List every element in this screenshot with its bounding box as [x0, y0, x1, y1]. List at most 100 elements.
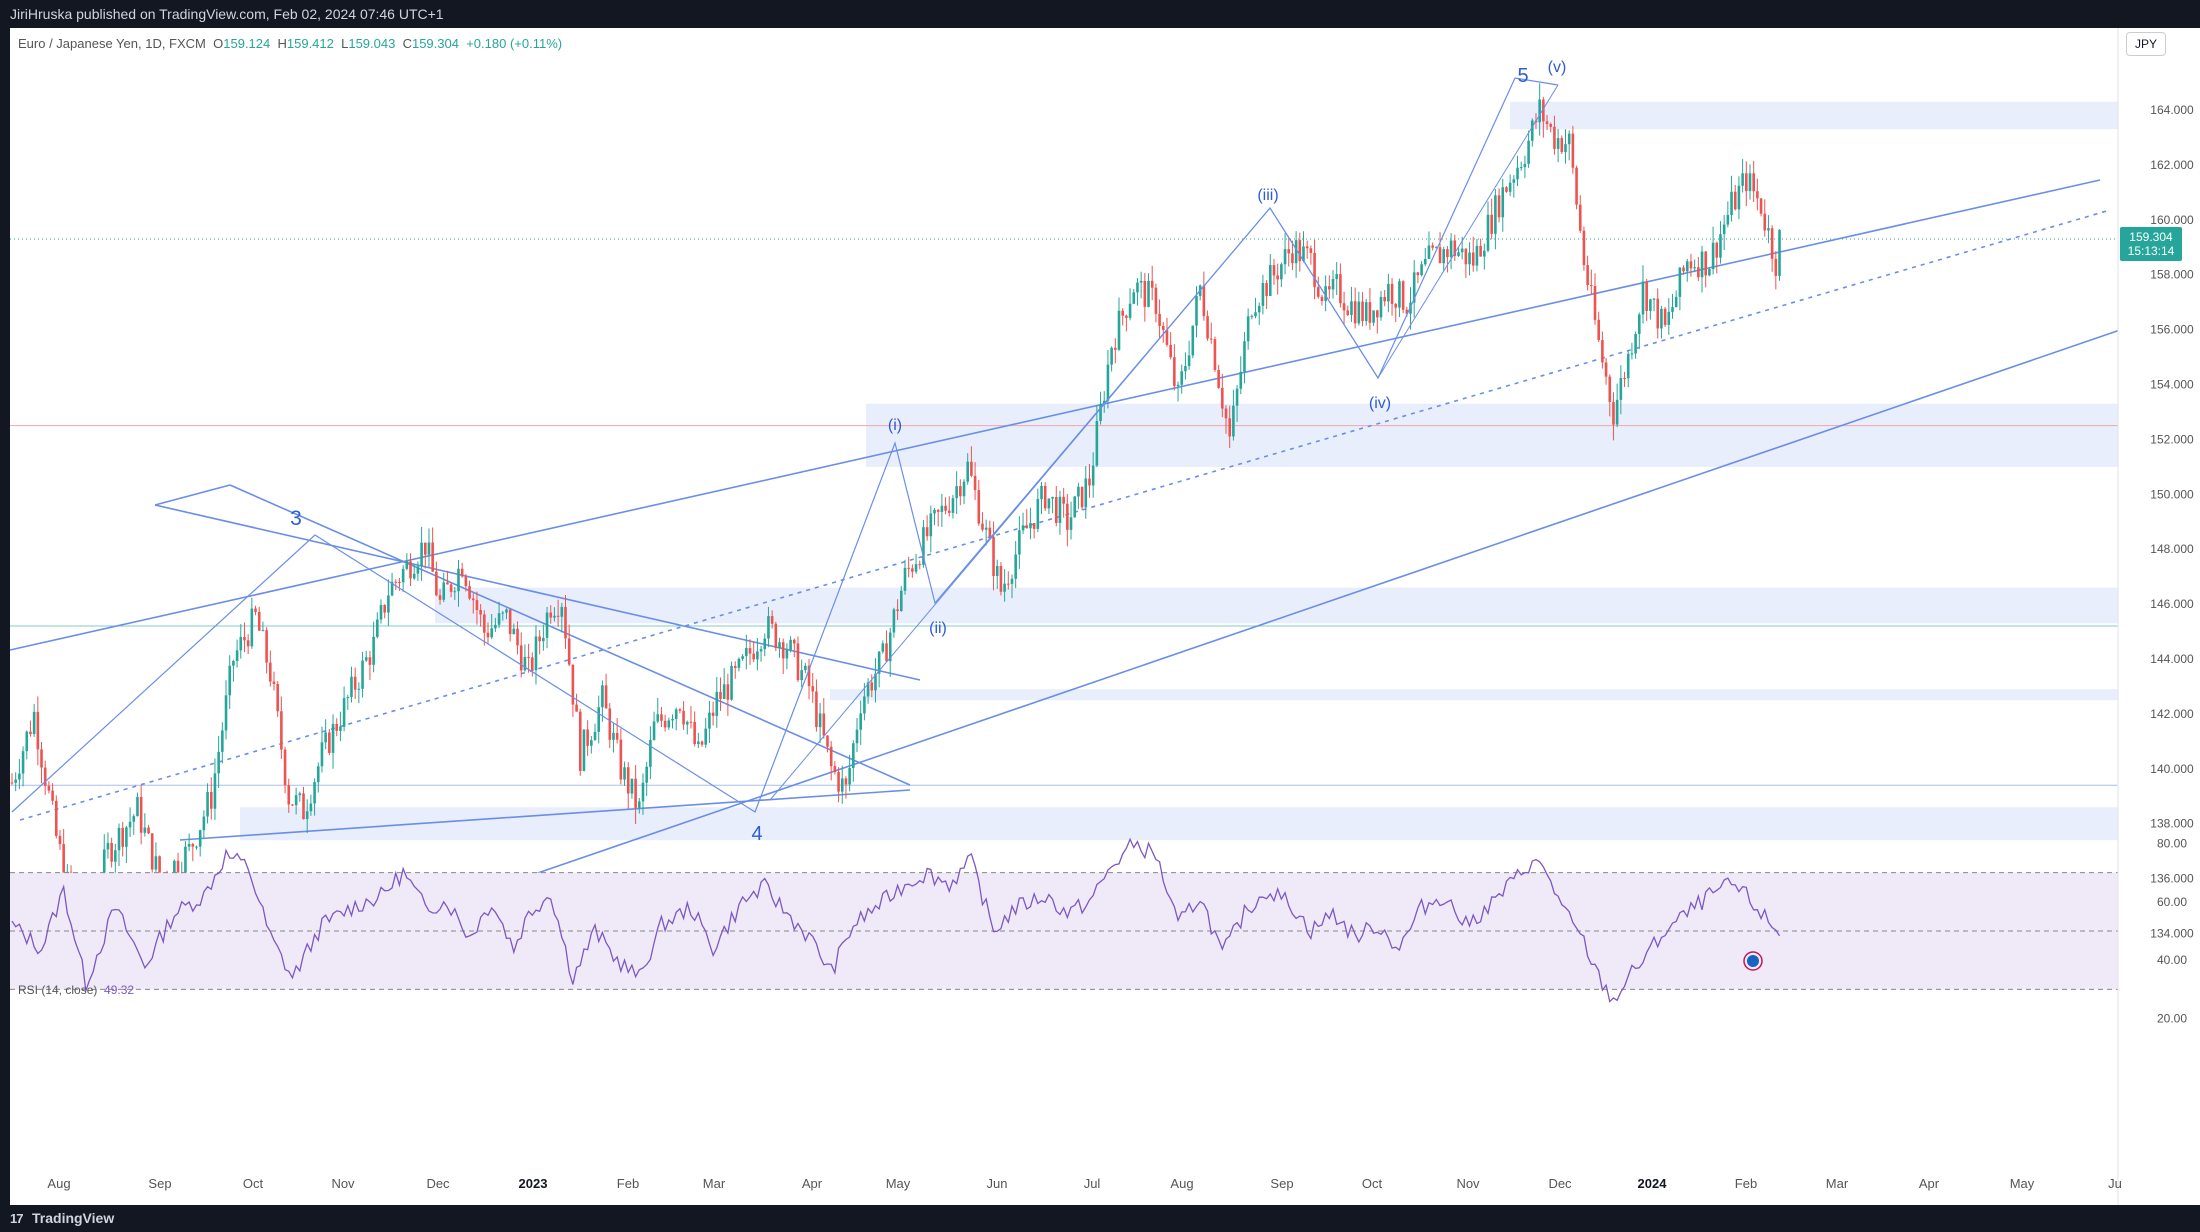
candle-body: [51, 790, 54, 801]
candle-body: [1232, 405, 1235, 437]
candle-body: [896, 609, 899, 612]
candle-body: [390, 581, 394, 596]
candle-body: [748, 648, 752, 654]
candle-body: [848, 767, 851, 785]
candle-body: [1674, 296, 1678, 308]
candle-body: [567, 638, 571, 665]
candle-body: [1158, 313, 1161, 326]
trend-line-5: [179, 789, 911, 841]
candle-body: [1077, 486, 1080, 497]
candle-body: [988, 527, 992, 537]
candle-body: [601, 685, 604, 708]
candle-body: [604, 685, 608, 709]
candle-body: [1128, 303, 1132, 318]
rsi-tick-label: 20.00: [2157, 1012, 2187, 1026]
zone-0: [1510, 101, 2118, 130]
candle-body: [741, 656, 744, 659]
high-value: 159.412: [286, 36, 334, 51]
elliott-wave-lines: [11, 77, 1559, 813]
candle-body: [1235, 388, 1239, 406]
x-tick-label: Nov: [1456, 1176, 1480, 1191]
candle-body: [715, 691, 719, 716]
trend-lines: [9, 179, 2121, 971]
candle-body: [235, 650, 239, 661]
candle-body: [501, 612, 505, 614]
candle-body: [1741, 173, 1744, 186]
candle-body: [335, 724, 339, 731]
price-axis-bg: [2118, 28, 2200, 1205]
candle-body: [328, 732, 331, 753]
candle-body: [269, 662, 272, 682]
candle-body: [110, 843, 113, 862]
candle-body: [276, 684, 279, 712]
candle-body: [58, 835, 62, 845]
tradingview-logo-icon[interactable]: 17: [10, 1211, 24, 1226]
candle-body: [1660, 308, 1663, 329]
candle-body: [1147, 280, 1150, 307]
candle-body: [1372, 310, 1375, 323]
candle-body: [471, 598, 475, 601]
candle-body: [711, 712, 715, 716]
price-tag-price: 159.304: [2129, 230, 2173, 244]
candle-body: [420, 542, 423, 567]
candle-body: [1368, 302, 1372, 323]
candle-body: [756, 651, 759, 660]
chart-svg[interactable]: 3 4 5 (i) (ii) (iii) (iv) (v) 134.000 136.000 138…: [0, 0, 2200, 1205]
candle-body: [1431, 245, 1434, 248]
support-resistance-zones: [10, 101, 2118, 961]
candle-body: [1427, 245, 1431, 259]
candle-body: [36, 711, 40, 750]
candle-body: [1298, 240, 1302, 262]
candle-body: [25, 731, 29, 752]
candle-body: [379, 605, 383, 620]
candle-body: [1254, 312, 1257, 317]
candle-body: [1099, 403, 1102, 422]
candle-body: [1682, 267, 1685, 272]
candle-body: [892, 609, 896, 633]
candle-body: [1088, 478, 1091, 486]
candle-body: [1697, 267, 1700, 278]
candle-body: [32, 711, 36, 735]
x-tick-label: Feb: [617, 1176, 639, 1191]
x-tick-label: Aug: [47, 1176, 70, 1191]
candle-body: [405, 561, 409, 569]
candle-body: [767, 616, 770, 639]
candle-body: [154, 856, 158, 870]
candle-body: [697, 741, 700, 745]
candle-body: [1527, 140, 1530, 164]
candle-body: [844, 778, 848, 785]
candle-body: [1704, 251, 1708, 276]
candle-body: [1268, 265, 1272, 296]
candle-body: [645, 766, 648, 783]
candle-body: [438, 595, 442, 600]
candle-body: [1571, 133, 1575, 168]
candle-body: [1560, 138, 1564, 153]
wave-label: (iii): [1257, 187, 1278, 204]
candle-body: [14, 779, 17, 783]
candle-body: [232, 660, 235, 666]
candle-body: [1014, 554, 1017, 579]
x-tick-label: Dec: [426, 1176, 450, 1191]
candle-body: [257, 611, 261, 631]
rsi-tick-label: 80.00: [2157, 836, 2187, 850]
candle-body: [759, 649, 763, 652]
candle-body: [1582, 230, 1586, 266]
candle-body: [280, 711, 283, 750]
candle-body: [102, 849, 106, 887]
candle-body: [1114, 347, 1117, 350]
currency-button[interactable]: JPY: [2126, 32, 2166, 56]
candle-body: [800, 670, 803, 681]
candle-body: [1257, 305, 1261, 313]
tradingview-brand[interactable]: TradingView: [32, 1210, 115, 1226]
candle-body: [486, 632, 490, 638]
candle-body: [866, 682, 870, 697]
y-tick-label: 136.000: [2150, 872, 2194, 886]
candle-body: [195, 846, 198, 848]
candle-body: [693, 721, 696, 745]
candle-body: [1512, 179, 1516, 183]
candle-body: [1715, 242, 1719, 258]
candle-body: [1490, 214, 1493, 234]
candle-body: [682, 710, 685, 725]
x-tick-label: Mar: [703, 1176, 726, 1191]
wave-labels: 3 4 5 (i) (ii) (iii) (iv) (v): [290, 59, 1566, 845]
